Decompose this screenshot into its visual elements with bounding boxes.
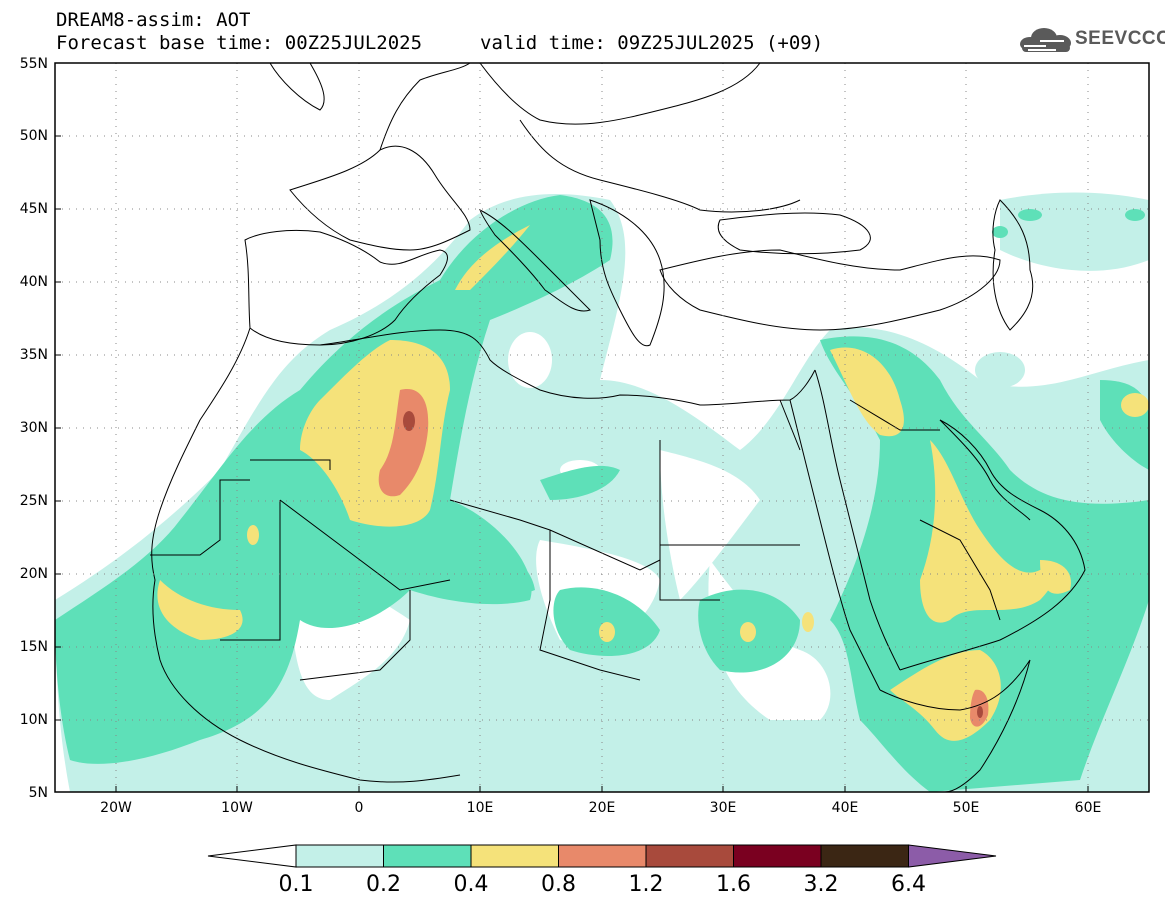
lon-label: 60E bbox=[1075, 800, 1102, 816]
colorbar-label: 6.4 bbox=[891, 872, 926, 897]
lat-label: 30N bbox=[20, 420, 48, 436]
aot-level-0-4 bbox=[157, 225, 1149, 741]
colorbar-swatch bbox=[383, 844, 472, 868]
lon-label: 50E bbox=[953, 800, 980, 816]
cloud-icon bbox=[1020, 28, 1071, 52]
map-title: DREAM8-assim: AOT bbox=[56, 9, 251, 31]
colorbar-swatch bbox=[645, 844, 734, 868]
lat-label: 50N bbox=[20, 128, 48, 144]
lat-label: 20N bbox=[20, 566, 48, 582]
lat-label: 25N bbox=[20, 493, 48, 509]
lon-label: 30E bbox=[710, 800, 737, 816]
colorbar-swatch bbox=[295, 844, 384, 868]
colorbar-labels: 0.1 0.2 0.4 0.8 1.2 1.6 3.2 6.4 bbox=[279, 872, 927, 897]
axis-ticks bbox=[55, 62, 1089, 793]
colorbar-label: 0.2 bbox=[366, 872, 401, 897]
aot-level-1-2 bbox=[403, 411, 983, 718]
logo-text: SEEVCCC bbox=[1075, 28, 1165, 49]
colorbar-arrow-high bbox=[908, 844, 997, 868]
lat-label: 35N bbox=[20, 347, 48, 363]
colorbar-swatch bbox=[558, 844, 647, 868]
lat-labels: 5N 10N 15N 20N 25N 30N 35N 40N 45N 50N 5… bbox=[20, 56, 48, 801]
lat-label: 40N bbox=[20, 274, 48, 290]
lat-label: 45N bbox=[20, 201, 48, 217]
lon-label: 20W bbox=[100, 800, 132, 816]
lon-label: 20E bbox=[589, 800, 616, 816]
colorbar-label: 0.4 bbox=[454, 872, 489, 897]
colorbar-swatch bbox=[470, 844, 559, 868]
lat-label: 5N bbox=[29, 785, 48, 801]
lon-labels: 20W 10W 0 10E 20E 30E 40E 50E 60E bbox=[100, 800, 1101, 816]
lon-label: 10W bbox=[221, 800, 253, 816]
lat-label: 55N bbox=[20, 56, 48, 72]
lon-label: 10E bbox=[467, 800, 494, 816]
valid-time: valid time: 09Z25JUL2025 (+09) bbox=[480, 32, 824, 54]
lon-label: 0 bbox=[355, 800, 364, 816]
colorbar-swatch bbox=[820, 844, 909, 868]
colorbar-label: 0.8 bbox=[541, 872, 576, 897]
lat-label: 10N bbox=[20, 712, 48, 728]
colorbar-label: 1.2 bbox=[629, 872, 664, 897]
colorbar-swatch bbox=[733, 844, 822, 868]
lon-label: 40E bbox=[832, 800, 859, 816]
colorbar bbox=[207, 844, 997, 868]
forecast-base-time: Forecast base time: 00Z25JUL2025 bbox=[56, 32, 423, 54]
colorbar-label: 0.1 bbox=[279, 872, 314, 897]
graticule bbox=[55, 63, 1149, 792]
colorbar-arrow-low bbox=[207, 844, 297, 868]
coastlines-borders bbox=[150, 63, 1086, 792]
lat-label: 15N bbox=[20, 639, 48, 655]
colorbar-label: 1.6 bbox=[716, 872, 751, 897]
colorbar-label: 3.2 bbox=[804, 872, 839, 897]
